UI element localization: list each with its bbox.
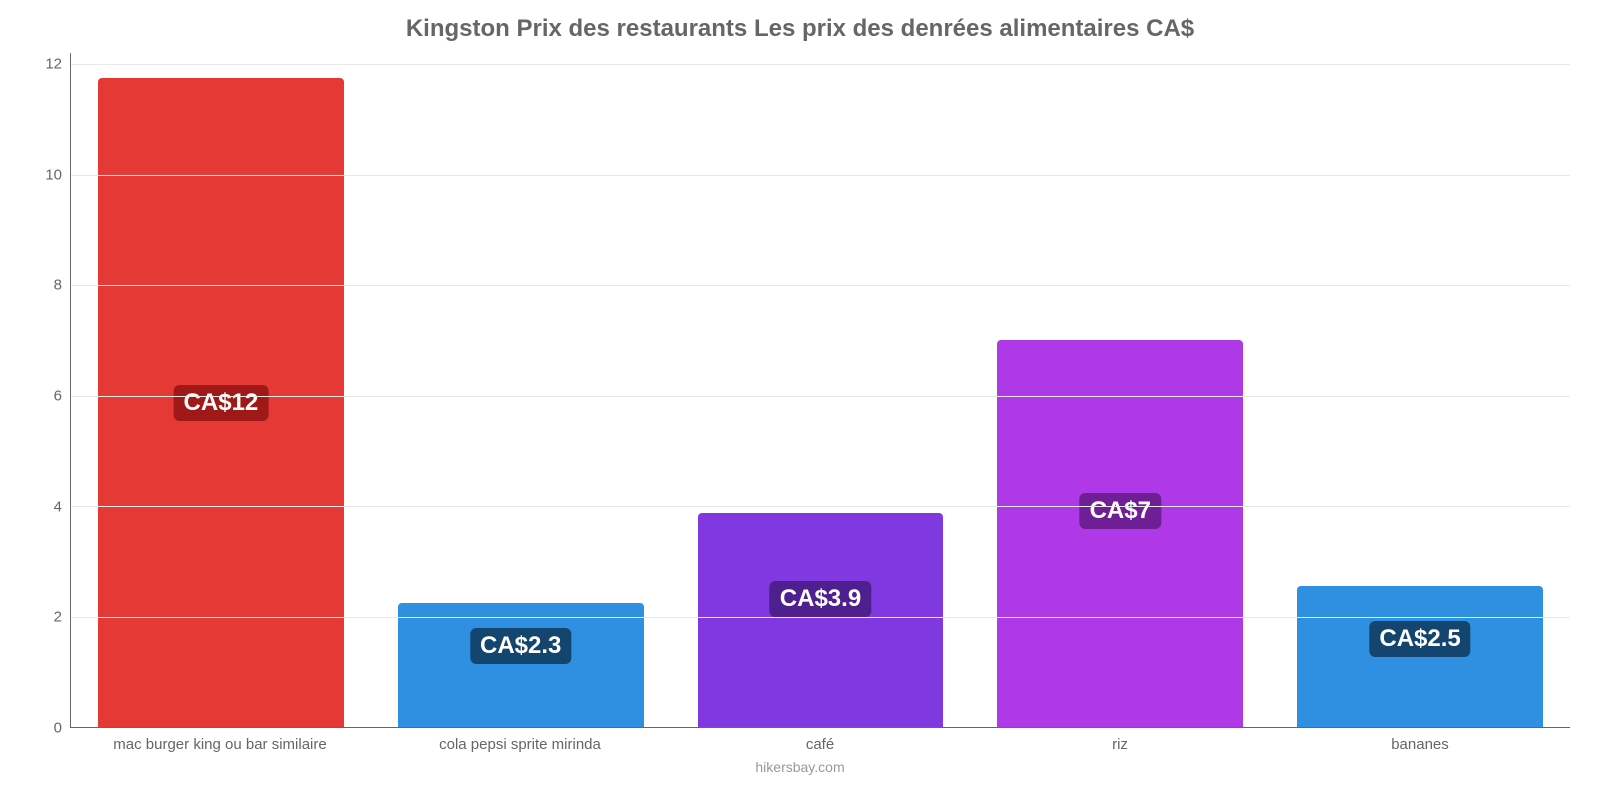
- bar-slot: CA$7: [970, 53, 1270, 727]
- gridline: [71, 285, 1570, 286]
- y-axis: 024681012: [30, 53, 70, 728]
- price-chart: Kingston Prix des restaurants Les prix d…: [0, 0, 1600, 800]
- y-tick: 12: [45, 56, 62, 73]
- gridline: [71, 506, 1570, 507]
- y-tick: 6: [54, 388, 62, 405]
- gridline: [71, 175, 1570, 176]
- value-badge: CA$3.9: [770, 581, 871, 617]
- bar: [997, 340, 1243, 727]
- bars-row: CA$12 CA$2.3 CA$3.9 CA$7 CA$2.5: [71, 53, 1570, 727]
- chart-body: CA$12 CA$2.3 CA$3.9 CA$7 CA$2.5: [70, 53, 1570, 728]
- x-label: bananes: [1270, 736, 1570, 753]
- value-badge: CA$7: [1080, 493, 1161, 529]
- y-tick: 8: [54, 277, 62, 294]
- gridline: [71, 617, 1570, 618]
- value-badge: CA$2.3: [470, 628, 571, 664]
- y-tick: 0: [54, 720, 62, 737]
- x-label: cola pepsi sprite mirinda: [370, 736, 670, 753]
- gridline: [71, 396, 1570, 397]
- x-label: café: [670, 736, 970, 753]
- bar: [398, 603, 644, 727]
- bar-slot: CA$3.9: [671, 53, 971, 727]
- chart-title: Kingston Prix des restaurants Les prix d…: [30, 15, 1570, 43]
- plot-area: 024681012 CA$12CA$2.3CA$3.9CA$7CA$2.5: [30, 53, 1570, 728]
- gridline: [71, 64, 1570, 65]
- credit-text: hikersbay.com: [30, 759, 1570, 775]
- value-badge: CA$12: [174, 385, 269, 421]
- bar-slot: CA$12: [71, 53, 371, 727]
- y-tick: 4: [54, 498, 62, 515]
- value-badge: CA$2.5: [1369, 621, 1470, 657]
- x-label: mac burger king ou bar similaire: [70, 736, 370, 753]
- bar-slot: CA$2.5: [1270, 53, 1570, 727]
- bar-slot: CA$2.3: [371, 53, 671, 727]
- x-axis-labels: mac burger king ou bar similairecola pep…: [70, 736, 1570, 753]
- x-label: riz: [970, 736, 1270, 753]
- y-tick: 2: [54, 609, 62, 626]
- y-tick: 10: [45, 166, 62, 183]
- bar: [698, 513, 944, 727]
